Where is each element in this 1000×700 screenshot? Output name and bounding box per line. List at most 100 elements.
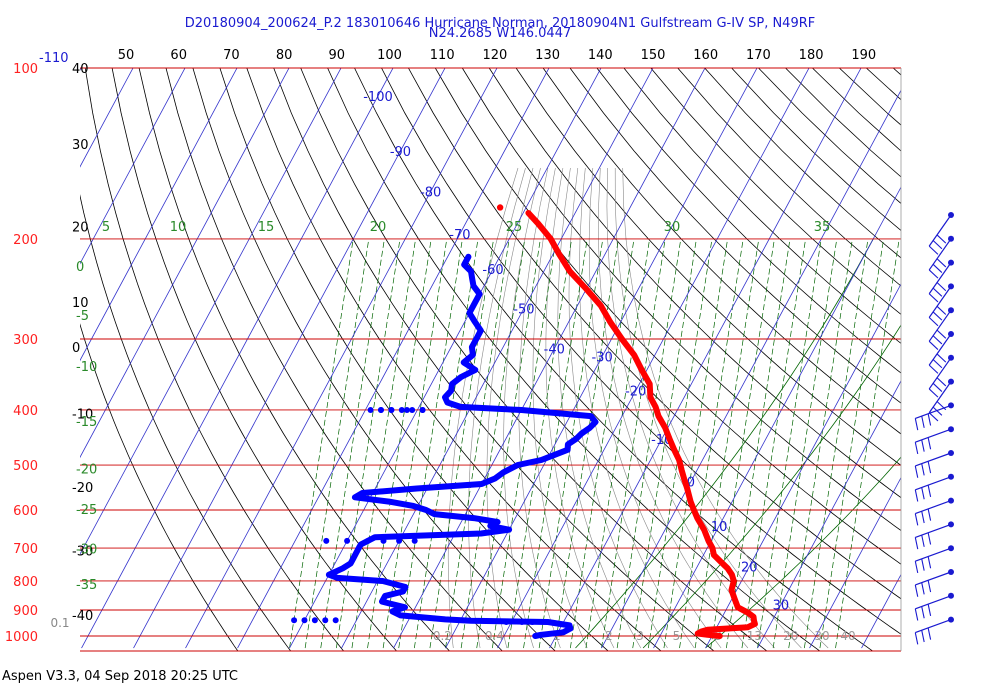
mixing-ratio-line (476, 238, 541, 649)
dry-adiabat-line (596, 68, 901, 374)
mixing-ratio-left-label: -5 (76, 309, 89, 324)
wind-barb-feather (914, 442, 919, 455)
isotherm-label: -90 (390, 145, 411, 160)
left-scale-label: -30 (72, 544, 93, 559)
dry-adiabat-line (273, 68, 715, 651)
dry-adiabat-line (841, 0, 1000, 660)
mixing-ratio-line (725, 238, 791, 649)
isotherm-label: -40 (544, 343, 565, 358)
dewpoint-point (367, 406, 374, 413)
pressure-label: 400 (13, 404, 38, 419)
top-axis-tick-label: 70 (223, 48, 240, 63)
dry-adiabat-line (246, 68, 662, 651)
mixing-ratio-line (772, 238, 838, 649)
dewpoint-point (344, 537, 351, 544)
moist-adiabat-line (614, 167, 802, 649)
dewpoint-point (322, 617, 329, 624)
mixing-ratio-line (289, 238, 354, 649)
top-axis-tick-label: 140 (588, 48, 613, 63)
wind-barb-staff (915, 619, 952, 634)
wind-barb-staff (915, 547, 952, 562)
wind-barb-feather (927, 485, 932, 497)
wind-barb-staff (928, 309, 952, 342)
wind-barb (914, 521, 954, 550)
top-axis-tick-label: 60 (170, 48, 187, 63)
isotherm-line (80, 68, 238, 362)
mixing-ratio-line (507, 238, 572, 649)
temperature-point (496, 204, 504, 211)
pressure-label: 200 (13, 233, 38, 248)
wind-barb-staff (928, 333, 952, 366)
mixing-ratio-top-label: 30 (664, 220, 681, 235)
left-scale-label: 30 (72, 138, 89, 153)
wind-barb-feather (921, 463, 925, 476)
wind-barb-feather (921, 439, 925, 452)
dry-adiabat-line (865, 68, 901, 101)
wind-barb (914, 426, 954, 455)
wind-barb-feather (936, 305, 947, 315)
mixing-ratio-top-label: 20 (370, 220, 387, 235)
wind-barb-feather (921, 606, 925, 619)
dry-adiabat-line (300, 68, 768, 651)
pressure-label: 900 (13, 604, 38, 619)
dewpoint-point (398, 406, 405, 413)
wind-barb-staff (928, 357, 952, 390)
mixing-ratio-line (429, 238, 494, 649)
dry-adiabat-line (111, 68, 398, 651)
wind-barb-feather (914, 632, 919, 645)
wind-barb-feather (921, 511, 925, 524)
dry-adiabat-line (704, 68, 901, 259)
dry-adiabat-line (80, 194, 292, 651)
dry-adiabat-line (407, 68, 901, 600)
wind-barb-feather (932, 263, 943, 273)
dry-adiabat-line (515, 68, 901, 466)
top-axis-tick-label: 180 (799, 48, 824, 63)
isotherm-line (133, 68, 446, 649)
isotherm-line (80, 68, 290, 459)
wind-barb-staff (915, 452, 952, 467)
wind-barb-feather (928, 293, 939, 303)
left-scale-label: -40 (72, 609, 93, 624)
top-axis-tick-label: 160 (693, 48, 718, 63)
wind-barb-feather (914, 513, 919, 526)
dry-adiabat-line (80, 323, 239, 651)
wind-barb-feather (914, 608, 919, 621)
dry-adiabat-line (892, 68, 901, 76)
mixing-ratio-line (398, 238, 463, 649)
pressure-label: 500 (13, 459, 38, 474)
chart-subtitle: N24.2685 W146.0447 (428, 26, 572, 41)
wind-barb-staff (928, 214, 952, 247)
saturation-curve (575, 238, 874, 649)
wind-barb-feather (928, 340, 939, 350)
left-scale-label: 0 (72, 341, 80, 356)
wind-barb-staff (915, 595, 952, 610)
wind-barb-feather (932, 359, 943, 369)
isotherm-label: -20 (625, 385, 646, 400)
pressure-label: 800 (13, 575, 38, 590)
isotherm-line (757, 380, 901, 649)
wind-barb-feather (936, 282, 947, 292)
isotherm-line (601, 89, 901, 649)
wind-barb (928, 307, 954, 350)
wind-barb (914, 545, 954, 574)
dewpoint-point (323, 537, 330, 544)
wind-barb (928, 259, 954, 303)
wind-barb-feather (927, 532, 932, 545)
dewpoint-point (409, 406, 416, 413)
wind-barb-feather (936, 353, 947, 363)
wind-barb-feather (927, 437, 932, 450)
dewpoint-point (377, 406, 384, 413)
wind-barb-feather (928, 245, 939, 255)
mixing-ratio-left-label: -35 (76, 578, 97, 593)
bottom-row-label: 13 (747, 629, 762, 643)
mixing-ratio-top-label: 5 (102, 220, 110, 235)
dry-adiabat-line (488, 68, 901, 499)
mixing-ratio-left-label: -15 (76, 415, 97, 430)
mixing-ratio-line (538, 238, 604, 649)
wind-barb (914, 569, 954, 597)
wind-barb-feather (928, 317, 939, 327)
moist-adiabat-line (598, 167, 749, 649)
mixing-ratio-line (320, 238, 385, 649)
dewpoint-point (388, 406, 395, 413)
wind-barb-feather (927, 556, 932, 569)
